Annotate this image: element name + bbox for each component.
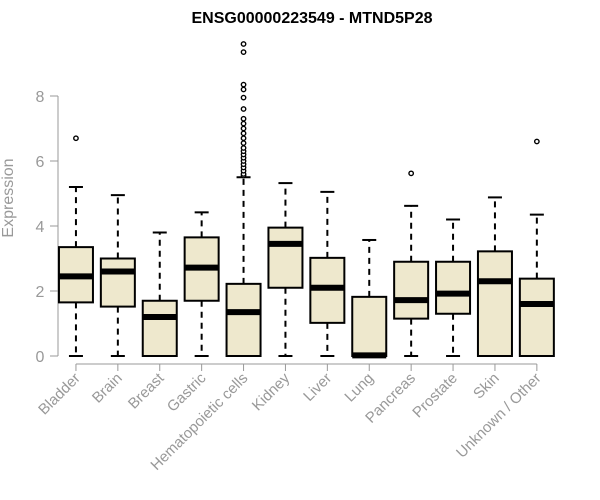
- box-pancreas: [393, 170, 430, 357]
- x-tick-label: Liver: [300, 370, 335, 405]
- outlier-point: [240, 94, 247, 101]
- iqr-box: [476, 250, 513, 358]
- plot-area: [57, 41, 555, 359]
- y-tick-label: 0: [36, 349, 45, 366]
- y-tick-label: 2: [36, 284, 45, 301]
- box-breast: [141, 231, 178, 357]
- iqr-box: [435, 260, 472, 315]
- y-tick-label: 4: [36, 219, 45, 236]
- box-unknown-other: [518, 138, 555, 357]
- outlier-point: [240, 41, 247, 47]
- y-axis: 0 2 4 6 8: [36, 89, 59, 366]
- x-tick-label: Prostate: [409, 370, 461, 422]
- y-tick-label: 6: [36, 154, 45, 171]
- x-tick-label: Skin: [470, 370, 503, 403]
- outlier-point: [240, 115, 247, 122]
- box-skin: [476, 196, 513, 358]
- outlier-point: [240, 145, 247, 151]
- outlier-point: [408, 170, 415, 177]
- x-tick-label: Brain: [89, 370, 126, 407]
- box-bladder: [57, 135, 94, 357]
- box-brain: [99, 194, 136, 357]
- outlier-point: [533, 138, 540, 145]
- box-gastric: [183, 211, 220, 357]
- box-kidney: [267, 182, 304, 357]
- outlier-point: [73, 135, 79, 142]
- outlier-point: [240, 86, 247, 93]
- iqr-box: [518, 277, 555, 357]
- iqr-box: [351, 295, 388, 358]
- outlier-point: [240, 120, 247, 127]
- outlier-point: [240, 49, 247, 56]
- outlier-point: [240, 135, 247, 142]
- outlier-point: [240, 130, 247, 137]
- iqr-box: [267, 226, 304, 289]
- box-liver: [309, 190, 346, 357]
- iqr-box: [393, 260, 430, 320]
- iqr-box: [141, 299, 178, 357]
- outlier-point: [240, 140, 247, 147]
- chart-title: ENSG00000223549 - MTND5P28: [191, 10, 432, 27]
- iqr-box: [225, 282, 262, 358]
- iqr-box: [99, 257, 136, 308]
- box-hematopoietic-cells: [225, 41, 262, 358]
- box-prostate: [435, 218, 472, 357]
- x-tick-label: Kidney: [249, 369, 294, 414]
- y-axis-label: Expression: [0, 158, 17, 237]
- x-tick-label: Bladder: [35, 370, 84, 419]
- outlier-point: [240, 125, 247, 132]
- x-tick-label: Lung: [341, 370, 377, 406]
- y-tick-label: 8: [36, 89, 45, 106]
- outlier-point: [240, 81, 247, 88]
- x-tick-label: Breast: [125, 369, 168, 412]
- box-lung: [351, 238, 388, 359]
- outlier-point: [240, 106, 247, 112]
